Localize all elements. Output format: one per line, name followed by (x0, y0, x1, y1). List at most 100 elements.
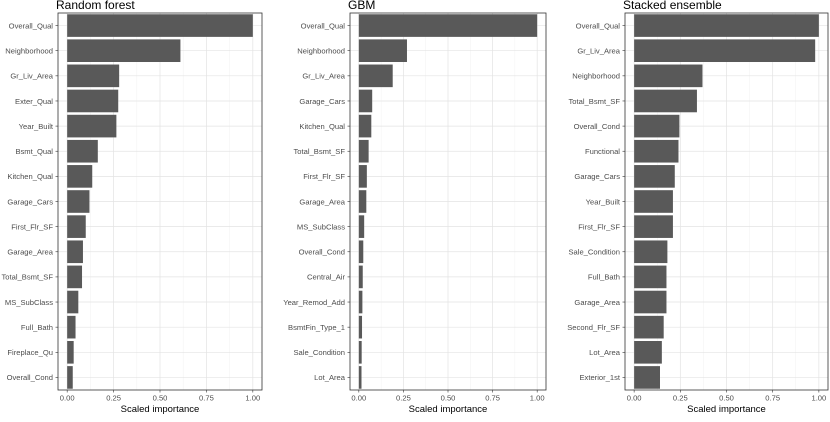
bar-Gr_Liv_Area (67, 64, 120, 88)
category-label: Central_Air (307, 273, 345, 282)
bar-Functional (634, 139, 679, 163)
bar-MS_SubClass (67, 290, 79, 314)
x-tick-label: 0.75 (199, 394, 214, 403)
x-tick-label: 0.75 (765, 394, 780, 403)
bar-Year_Built (634, 190, 673, 213)
bar-Lot_Area (358, 366, 362, 389)
category-label: Total_Bsmt_SF (294, 147, 346, 156)
category-label: First_Flr_SF (11, 222, 53, 231)
bar-Gr_Liv_Area (634, 39, 816, 63)
category-label: Year_Remod_Add (283, 298, 345, 307)
bar-Garage_Cars (67, 190, 90, 213)
x-tick-label: 0.50 (153, 394, 168, 403)
category-label: Fireplace_Qu (7, 348, 53, 357)
x-tick-label: 0.00 (351, 394, 366, 403)
category-label: Functional (585, 147, 620, 156)
bar-Overall_Cond (67, 366, 73, 389)
category-label: Sale_Condition (293, 348, 345, 357)
bar-First_Flr_SF (67, 215, 86, 238)
category-label: Overall_Cond (7, 373, 53, 382)
bar-Exterior_1st (634, 366, 660, 389)
category-label: Exter_Qual (15, 97, 53, 106)
category-label: Kitchen_Qual (7, 172, 53, 181)
category-label: Overall_Qual (576, 21, 621, 30)
bar-Overall_Qual (358, 14, 538, 37)
bar-Sale_Condition (634, 240, 668, 264)
bar-MS_SubClass (358, 215, 365, 238)
x-tick-label: 0.25 (673, 394, 688, 403)
bar-Exter_Qual (67, 89, 119, 113)
bar-Garage_Cars (634, 165, 675, 188)
category-label: Gr_Liv_Area (302, 72, 345, 81)
x-tick-label: 1.00 (811, 394, 826, 403)
category-label: Overall_Cond (574, 122, 620, 131)
category-label: Overall_Qual (301, 21, 346, 30)
category-label: Second_Flr_SF (567, 323, 620, 332)
category-label: Year_Built (586, 197, 621, 206)
bar-First_Flr_SF (634, 215, 673, 238)
category-label: Garage_Cars (7, 197, 53, 206)
bar-Neighborhood (634, 64, 703, 88)
x-tick-label: 0.50 (441, 394, 456, 403)
bar-Garage_Area (67, 240, 83, 264)
category-label: Lot_Area (314, 373, 346, 382)
category-label: Garage_Area (7, 248, 53, 257)
bar-Year_Built (67, 114, 117, 138)
bar-Central_Air (358, 265, 363, 289)
category-label: BsmtFin_Type_1 (288, 323, 345, 332)
bar-Kitchen_Qual (67, 165, 93, 188)
bar-Garage_Area (358, 190, 367, 213)
x-tick-label: 0.50 (719, 394, 734, 403)
bar-Full_Bath (67, 315, 76, 339)
category-label: Year_Built (19, 122, 54, 131)
chart-title: GBM (348, 0, 375, 12)
category-label: Garage_Area (299, 197, 345, 206)
bar-Second_Flr_SF (634, 315, 664, 339)
category-label: Full_Bath (588, 273, 620, 282)
category-label: Exterior_1st (579, 373, 620, 382)
category-label: Kitchen_Qual (299, 122, 345, 131)
bar-First_Flr_SF (358, 165, 367, 188)
bar-Neighborhood (358, 39, 407, 63)
x-tick-label: 0.75 (485, 394, 500, 403)
category-label: Neighborhood (572, 72, 620, 81)
x-tick-label: 0.25 (106, 394, 121, 403)
category-label: Garage_Cars (299, 97, 345, 106)
x-axis-title: Scaled importance (409, 404, 488, 415)
category-label: First_Flr_SF (578, 222, 620, 231)
bar-Garage_Cars (358, 89, 373, 113)
bar-Full_Bath (634, 265, 667, 289)
bar-Overall_Qual (67, 14, 253, 37)
bar-Neighborhood (67, 39, 181, 63)
chart-title: Random forest (56, 0, 135, 12)
category-label: First_Flr_SF (303, 172, 345, 181)
bar-Sale_Condition (358, 340, 362, 364)
bar-Garage_Area (634, 290, 667, 314)
bar-Year_Remod_Add (358, 290, 363, 314)
x-tick-label: 0.25 (396, 394, 411, 403)
x-tick-label: 1.00 (530, 394, 545, 403)
bar-Total_Bsmt_SF (634, 89, 697, 113)
category-label: Neighborhood (297, 47, 345, 56)
chart-title: Stacked ensemble (623, 0, 722, 12)
bar-Overall_Cond (358, 240, 364, 264)
category-label: Garage_Area (574, 298, 620, 307)
category-label: Gr_Liv_Area (10, 72, 53, 81)
category-label: MS_SubClass (297, 222, 345, 231)
category-label: Total_Bsmt_SF (2, 273, 54, 282)
category-label: Total_Bsmt_SF (569, 97, 621, 106)
x-axis-title: Scaled importance (121, 404, 200, 415)
category-label: Overall_Qual (9, 21, 54, 30)
x-tick-label: 0.00 (60, 394, 75, 403)
bar-Overall_Cond (634, 114, 680, 138)
category-label: Sale_Condition (568, 248, 620, 257)
x-tick-label: 1.00 (245, 394, 260, 403)
category-label: Gr_Liv_Area (577, 47, 620, 56)
x-tick-label: 0.00 (627, 394, 642, 403)
bar-Total_Bsmt_SF (358, 139, 369, 163)
bar-BsmtFin_Type_1 (358, 315, 363, 339)
